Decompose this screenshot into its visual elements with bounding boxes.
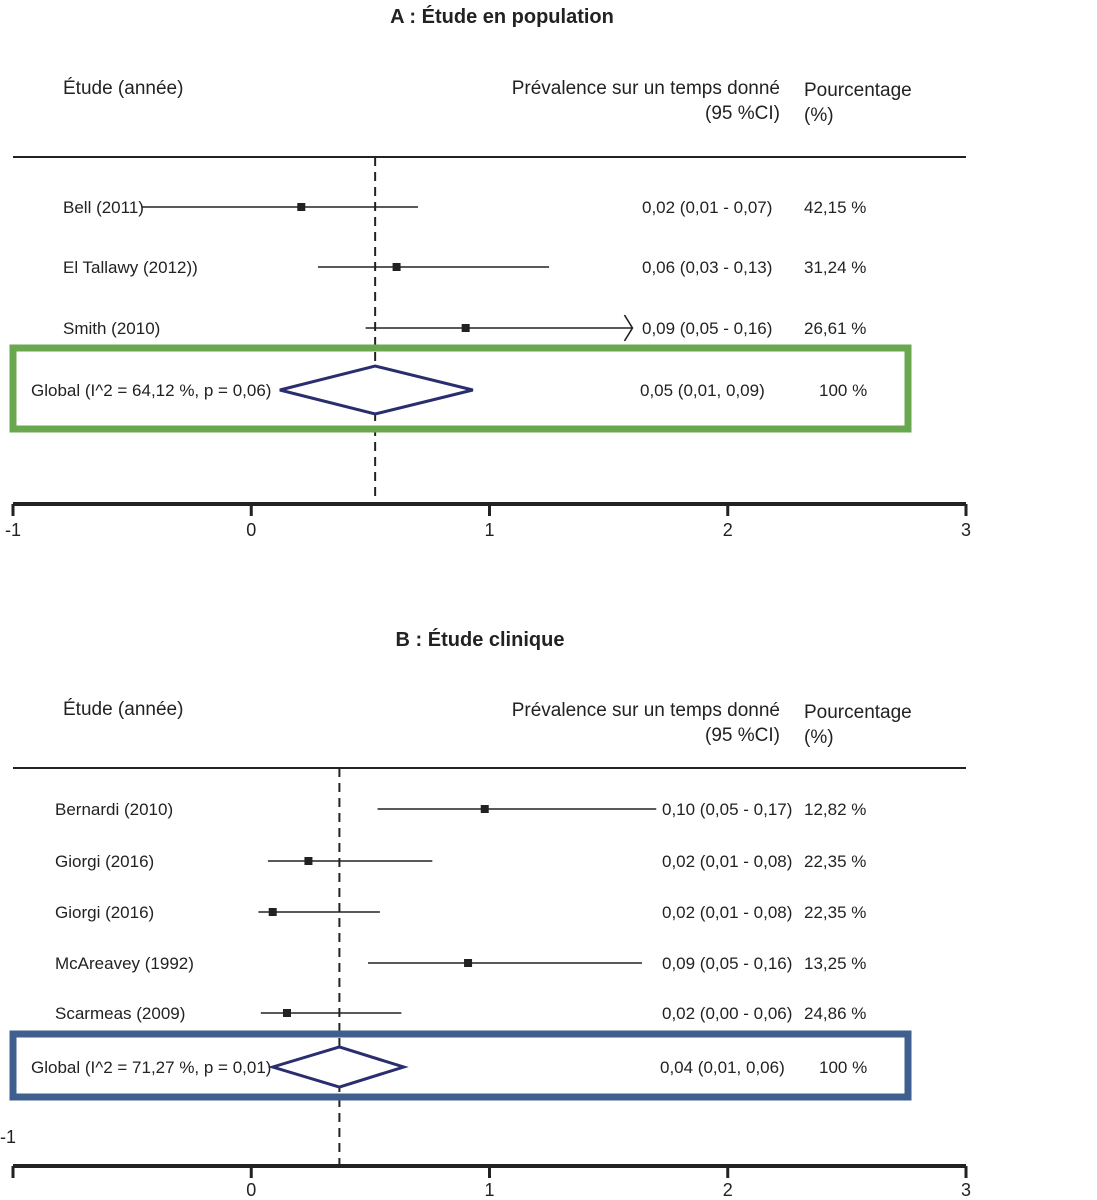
panel-a-prevalence-header: Prévalence sur un temps donné (512, 78, 780, 99)
study-row: Smith (2010) 0,09 (0,05 - 0,16) 26,61 % (63, 314, 866, 342)
point-estimate (480, 805, 489, 813)
ci-value: 0,02 (0,00 - 0,06) (662, 1004, 792, 1023)
panel-a-percent-header: Pourcentage (804, 80, 912, 101)
weight-value: 22,35 % (804, 903, 866, 922)
study-label: Bernardi (2010) (55, 800, 173, 819)
ci-value: 0,09 (0,05 - 0,16) (662, 954, 792, 973)
point-estimate (282, 1009, 291, 1017)
overall-weight-value: 100 % (819, 1058, 867, 1077)
x-tick-label: 0 (246, 520, 256, 540)
study-label: Bell (2011) (63, 198, 144, 217)
weight-value: 22,35 % (804, 852, 866, 871)
panel-a-percent-unit: (%) (804, 105, 834, 126)
x-tick-label: -1 (0, 1127, 16, 1147)
study-row: Scarmeas (2009) 0,02 (0,00 - 0,06) 24,86 % (55, 1004, 866, 1023)
panel-b: B : Étude clinique Étude (année) Prévale… (0, 628, 971, 1200)
weight-value: 26,61 % (804, 319, 866, 338)
panel-a-ci-header: (95 %CI) (705, 103, 780, 124)
panel-b-global-highlight (9, 1030, 912, 1101)
overall-ci-value: 0,05 (0,01, 0,09) (640, 381, 765, 400)
panel-a-global-highlight (9, 344, 912, 433)
study-label: Giorgi (2016) (55, 852, 154, 871)
panel-b-ci-header: (95 %CI) (705, 725, 780, 746)
panel-b-study-header: Étude (année) (63, 699, 183, 720)
overall-weight-value: 100 % (819, 381, 867, 400)
weight-value: 24,86 % (804, 1004, 866, 1023)
point-estimate (392, 263, 401, 271)
ci-value: 0,02 (0,01 - 0,08) (662, 852, 792, 871)
overall-diamond (279, 364, 474, 416)
x-tick-label: 2 (723, 1180, 733, 1200)
ci-value: 0,09 (0,05 - 0,16) (642, 319, 772, 338)
study-label: El Tallawy (2012)) (63, 258, 198, 277)
panel-b-percent-header: Pourcentage (804, 702, 912, 723)
panel-b-prevalence-header: Prévalence sur un temps donné (512, 700, 780, 721)
study-row: El Tallawy (2012)) 0,06 (0,03 - 0,13) 31,2… (63, 258, 866, 277)
panel-a: A : Étude en population Étude (année) Pr… (5, 5, 971, 540)
x-tick-label: 3 (961, 520, 971, 540)
x-tick-label: 2 (723, 520, 733, 540)
study-row: McAreavey (1992) 0,09 (0,05 - 0,16) 13,25 … (55, 954, 866, 973)
weight-value: 42,15 % (804, 198, 866, 217)
x-tick-label: -1 (5, 520, 21, 540)
panel-a-study-header: Étude (année) (63, 78, 183, 99)
study-label: Smith (2010) (63, 319, 160, 338)
x-tick-label: 1 (484, 1180, 494, 1200)
weight-value: 31,24 % (804, 258, 866, 277)
ci-value: 0,02 (0,01 - 0,08) (662, 903, 792, 922)
ci-value: 0,02 (0,01 - 0,07) (642, 198, 772, 217)
weight-value: 13,25 % (804, 954, 866, 973)
x-tick-label: 1 (484, 520, 494, 540)
overall-row: Global (I^2 = 71,27 %, p = 0,01) 0,04 (0,… (31, 1045, 867, 1089)
ci-value: 0,06 (0,03 - 0,13) (642, 258, 772, 277)
overall-label: Global (I^2 = 71,27 %, p = 0,01) (31, 1058, 271, 1077)
overall-row: Global (I^2 = 64,12 %, p = 0,06) 0,05 (0,… (31, 364, 867, 416)
study-label: Scarmeas (2009) (55, 1004, 185, 1023)
study-row: Bell (2011) 0,02 (0,01 - 0,07) 42,15 % (63, 198, 866, 217)
panel-b-title: B : Étude clinique (396, 628, 565, 651)
point-estimate (464, 959, 473, 967)
point-estimate (461, 324, 470, 332)
study-row: Giorgi (2016) 0,02 (0,01 - 0,08) 22,35 % (55, 903, 866, 922)
study-label: Giorgi (2016) (55, 903, 154, 922)
study-row: Giorgi (2016) 0,02 (0,01 - 0,08) 22,35 % (55, 852, 866, 871)
x-tick-label: 0 (246, 1180, 256, 1200)
ci-value: 0,10 (0,05 - 0,17) (662, 800, 792, 819)
panel-b-percent-unit: (%) (804, 727, 834, 748)
overall-label: Global (I^2 = 64,12 %, p = 0,06) (31, 381, 271, 400)
overall-ci-value: 0,04 (0,01, 0,06) (660, 1058, 785, 1077)
x-tick-label: 3 (961, 1180, 971, 1200)
point-estimate (268, 908, 277, 916)
overall-diamond (267, 1045, 409, 1089)
weight-value: 12,82 % (804, 800, 866, 819)
point-estimate (297, 203, 306, 211)
study-label: McAreavey (1992) (55, 954, 194, 973)
panel-a-title: A : Étude en population (390, 5, 614, 28)
ci-arrow (623, 314, 634, 342)
point-estimate (304, 857, 313, 865)
study-row: Bernardi (2010) 0,10 (0,05 - 0,17) 12,82 % (55, 800, 866, 819)
